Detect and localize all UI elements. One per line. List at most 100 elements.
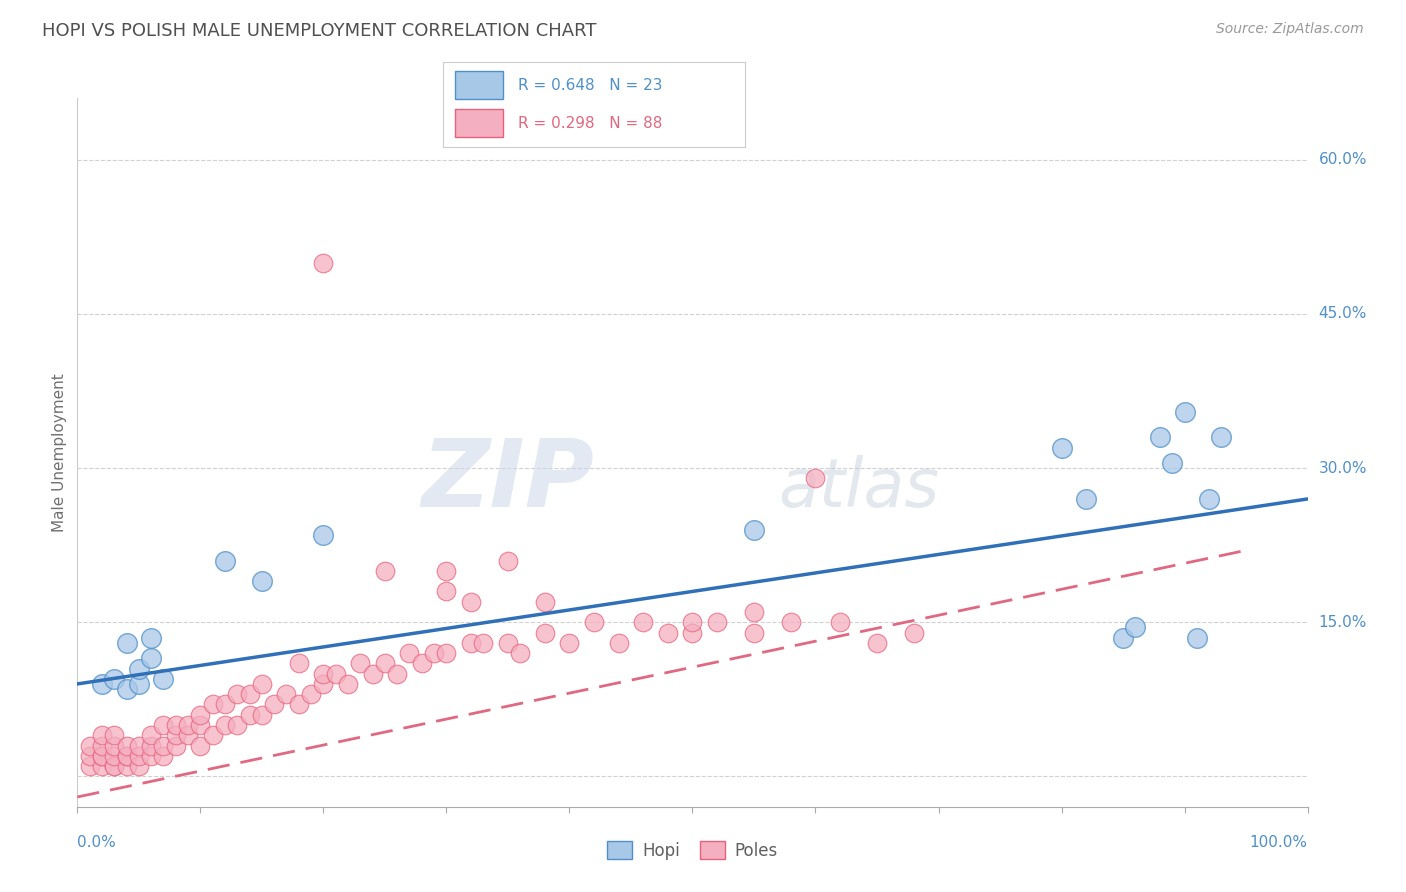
Point [312, 528, 335, 542]
Point [509, 646, 531, 660]
Point [1149, 430, 1171, 444]
Point [103, 748, 125, 763]
Point [188, 707, 212, 722]
Point [1198, 491, 1220, 506]
Bar [456, 109, 503, 137]
Point [1211, 430, 1233, 444]
Point [288, 657, 311, 671]
Text: ZIP: ZIP [422, 435, 595, 527]
Point [583, 615, 606, 630]
Text: Source: ZipAtlas.com: Source: ZipAtlas.com [1216, 22, 1364, 37]
Point [90, 748, 114, 763]
Point [1174, 404, 1197, 418]
Point [128, 739, 150, 753]
Point [239, 687, 262, 701]
Point [141, 739, 163, 753]
Point [128, 759, 150, 773]
Point [177, 718, 200, 732]
Point [165, 728, 187, 742]
Point [263, 698, 285, 712]
Point [436, 646, 458, 660]
Point [115, 739, 138, 753]
Point [239, 707, 262, 722]
Point [250, 574, 273, 589]
Point [214, 553, 236, 567]
Point [398, 646, 420, 660]
Point [460, 636, 482, 650]
Point [115, 681, 138, 696]
Point [903, 625, 925, 640]
Point [312, 677, 335, 691]
Point [141, 631, 163, 645]
Point [1185, 631, 1208, 645]
Point [188, 739, 212, 753]
Point [90, 677, 114, 691]
Point [337, 677, 360, 691]
Point [411, 657, 433, 671]
Point [299, 687, 322, 701]
Point [558, 636, 581, 650]
Bar [456, 71, 503, 99]
Point [633, 615, 655, 630]
Point [141, 651, 163, 665]
Point [361, 666, 384, 681]
Point [682, 615, 704, 630]
Point [742, 625, 765, 640]
Point [79, 748, 101, 763]
Point [90, 748, 114, 763]
Point [374, 564, 396, 578]
Point [152, 718, 174, 732]
Point [103, 759, 125, 773]
Point [312, 255, 335, 269]
Text: atlas: atlas [779, 455, 939, 521]
Point [423, 646, 446, 660]
Point [657, 625, 679, 640]
Text: R = 0.298   N = 88: R = 0.298 N = 88 [519, 116, 662, 131]
Text: 60.0%: 60.0% [1319, 153, 1367, 168]
Point [214, 718, 236, 732]
Point [152, 748, 174, 763]
Point [103, 728, 125, 742]
Point [90, 759, 114, 773]
Point [1050, 441, 1073, 455]
Point [607, 636, 630, 650]
Point [436, 564, 458, 578]
Point [706, 615, 728, 630]
Point [141, 728, 163, 742]
Point [115, 636, 138, 650]
Point [682, 625, 704, 640]
Point [325, 666, 347, 681]
Point [460, 595, 482, 609]
Point [79, 739, 101, 753]
Text: 30.0%: 30.0% [1319, 460, 1367, 475]
Point [115, 748, 138, 763]
Point [128, 677, 150, 691]
Point [201, 698, 224, 712]
Point [288, 698, 311, 712]
Point [1125, 620, 1147, 634]
Text: 0.0%: 0.0% [77, 835, 117, 850]
Point [496, 553, 519, 567]
Text: 45.0%: 45.0% [1319, 307, 1367, 321]
Point [115, 748, 138, 763]
Point [128, 748, 150, 763]
Text: R = 0.648   N = 23: R = 0.648 N = 23 [519, 78, 664, 93]
Point [534, 595, 557, 609]
Point [374, 657, 396, 671]
Point [830, 615, 852, 630]
Point [385, 666, 409, 681]
Point [79, 759, 101, 773]
Point [177, 728, 200, 742]
Point [349, 657, 371, 671]
Point [742, 523, 765, 537]
Point [804, 471, 827, 485]
Point [1161, 456, 1184, 470]
Point [250, 707, 273, 722]
Legend: Hopi, Poles: Hopi, Poles [600, 835, 785, 866]
Point [1112, 631, 1135, 645]
Text: HOPI VS POLISH MALE UNEMPLOYMENT CORRELATION CHART: HOPI VS POLISH MALE UNEMPLOYMENT CORRELA… [42, 22, 596, 40]
Point [103, 759, 125, 773]
Point [226, 687, 249, 701]
Point [115, 759, 138, 773]
Point [152, 739, 174, 753]
